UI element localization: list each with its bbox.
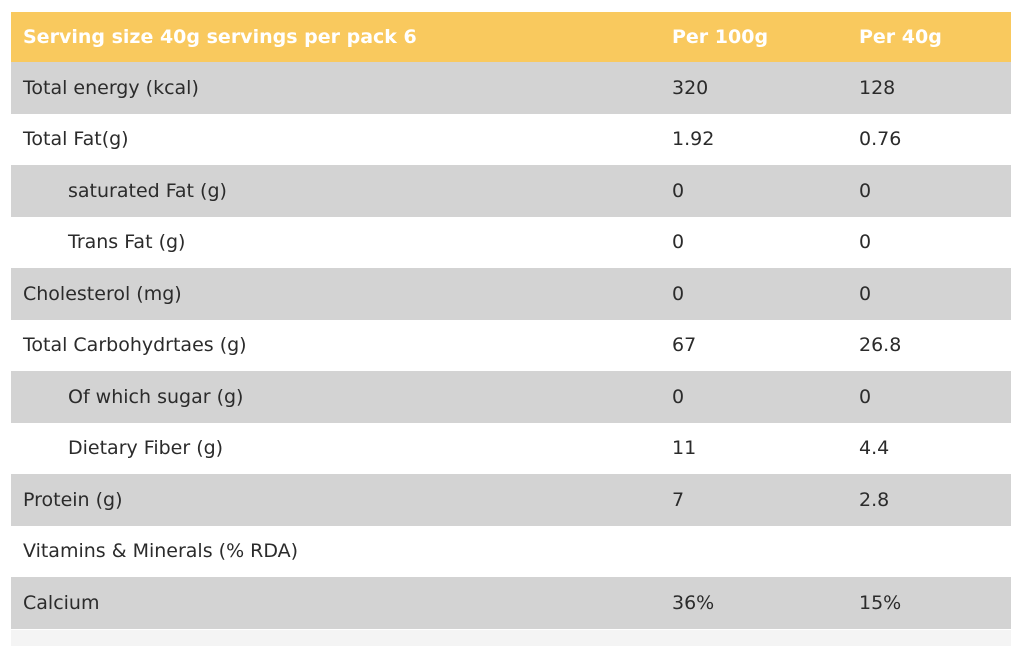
row-per-100g: 7	[672, 488, 685, 511]
row-per-100g: 36%	[672, 591, 715, 614]
row-per-100g: 67	[672, 334, 697, 357]
row-per-40g: 15%	[859, 591, 902, 614]
row-per-100g	[660, 526, 847, 578]
header-per-40g: Per 40g	[859, 26, 942, 48]
row-per-40g: 0	[859, 231, 872, 254]
row-label: Of which sugar (g)	[68, 385, 244, 408]
row-label: Protein (g)	[23, 488, 123, 511]
table-row: Of which sugar (g) 0 0	[11, 371, 1011, 423]
table-row: Cholesterol (mg) 0 0	[11, 268, 1011, 320]
table-row: Total energy (kcal) 320 128	[11, 62, 1011, 114]
table-row: saturated Fat (g) 0 0	[11, 165, 1011, 217]
table-header-row: Serving size 40g servings per pack 6 Per…	[11, 12, 1011, 62]
row-per-40g: 0.76	[859, 128, 902, 151]
row-per-40g: 128	[859, 76, 896, 99]
row-per-40g: 4.4	[859, 437, 890, 460]
table-footer-strip	[11, 630, 1011, 646]
header-per-100g: Per 100g	[672, 26, 769, 48]
row-per-100g: 0	[672, 385, 685, 408]
table-row: Trans Fat (g) 0 0	[11, 216, 1011, 268]
row-per-40g: 0	[859, 282, 872, 305]
row-per-100g: 11	[672, 437, 697, 460]
row-label: Total energy (kcal)	[23, 76, 199, 99]
row-label: Total Carbohydrtaes (g)	[23, 334, 247, 357]
row-label: Total Fat(g)	[23, 128, 129, 151]
row-per-40g: 26.8	[859, 334, 902, 357]
header-serving-size: Serving size 40g servings per pack 6	[23, 26, 417, 48]
nutrition-table-container: Serving size 40g servings per pack 6 Per…	[11, 12, 1011, 629]
table-row: Total Fat(g) 1.92 0.76	[11, 113, 1011, 165]
table-row: Protein (g) 7 2.8	[11, 474, 1011, 526]
row-per-40g: 2.8	[859, 488, 890, 511]
row-per-40g: 0	[859, 385, 872, 408]
table-row: Vitamins & Minerals (% RDA)	[11, 525, 1011, 578]
row-per-40g	[847, 526, 1011, 578]
row-label: Dietary Fiber (g)	[68, 437, 224, 460]
row-label: Calcium	[23, 591, 100, 614]
row-label: Trans Fat (g)	[68, 231, 186, 254]
row-label: saturated Fat (g)	[68, 179, 227, 202]
nutrition-table: Serving size 40g servings per pack 6 Per…	[11, 12, 1011, 629]
row-per-100g: 0	[672, 231, 685, 254]
row-per-100g: 1.92	[672, 128, 715, 151]
row-label: Vitamins & Minerals (% RDA)	[23, 540, 299, 563]
row-per-40g: 0	[859, 179, 872, 202]
row-per-100g: 320	[672, 76, 709, 99]
row-per-100g: 0	[672, 282, 685, 305]
table-row: Calcium 36% 15%	[11, 577, 1011, 629]
table-row: Dietary Fiber (g) 11 4.4	[11, 422, 1011, 474]
table-row: Total Carbohydrtaes (g) 67 26.8	[11, 319, 1011, 371]
row-per-100g: 0	[672, 179, 685, 202]
row-label: Cholesterol (mg)	[23, 282, 182, 305]
